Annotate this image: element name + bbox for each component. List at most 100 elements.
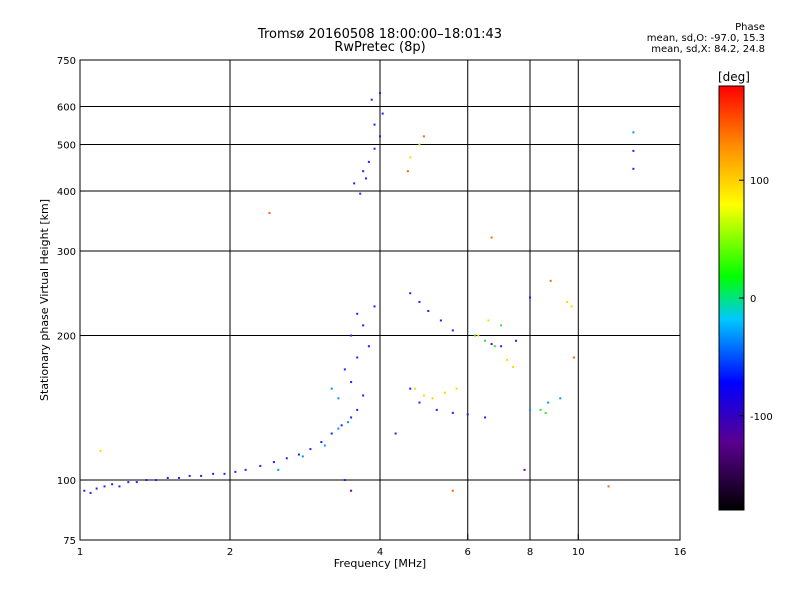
data-point <box>451 329 454 332</box>
data-point <box>89 491 92 494</box>
data-point <box>473 334 476 337</box>
data-point <box>455 387 458 390</box>
data-point <box>418 143 421 146</box>
y-axis-ticks: 75 100 200 300 400 500 600 750 <box>57 56 86 547</box>
data-point <box>99 449 102 452</box>
data-point <box>487 319 490 322</box>
y-tick-label: 75 <box>63 536 76 547</box>
data-point <box>340 424 343 427</box>
data-point <box>435 408 438 411</box>
data-point <box>320 441 323 444</box>
data-point <box>443 391 446 394</box>
data-point <box>277 468 280 471</box>
data-point <box>523 468 526 471</box>
data-point <box>83 489 86 492</box>
data-point <box>346 421 349 424</box>
data-point <box>439 319 442 322</box>
data-point <box>370 98 373 101</box>
data-point <box>127 481 130 484</box>
data-point <box>166 476 169 479</box>
data-point <box>406 170 409 173</box>
data-point <box>451 489 454 492</box>
data-point <box>572 356 575 359</box>
data-point <box>365 177 368 180</box>
data-point <box>259 464 262 467</box>
data-point <box>512 365 515 368</box>
data-point <box>244 468 247 471</box>
data-point <box>135 481 138 484</box>
data-point <box>409 292 412 295</box>
data-point <box>500 324 503 327</box>
x-tick-label: 6 <box>465 547 471 558</box>
data-point <box>367 345 370 348</box>
data-point <box>323 444 326 447</box>
x-axis-ticks: 1 2 4 6 8 10 16 <box>77 534 687 558</box>
data-point <box>356 408 359 411</box>
data-point <box>422 135 425 138</box>
data-point <box>362 170 365 173</box>
data-point <box>506 358 509 361</box>
data-point <box>566 300 569 303</box>
data-point <box>309 448 312 451</box>
data-point <box>427 309 430 312</box>
data-point <box>381 112 384 115</box>
data-point <box>394 432 397 435</box>
data-point <box>418 401 421 404</box>
data-point <box>95 487 98 490</box>
data-point <box>409 156 412 159</box>
data-point <box>337 427 340 430</box>
data-point <box>493 345 496 348</box>
data-point <box>484 339 487 342</box>
x-tick-label: 2 <box>227 547 233 558</box>
data-point <box>490 236 493 239</box>
y-tick-label: 500 <box>57 141 76 152</box>
data-point <box>343 479 346 482</box>
colorbar-tick-label: -100 <box>750 412 773 423</box>
data-point <box>490 343 493 346</box>
data-point <box>529 296 531 299</box>
data-point <box>353 182 356 185</box>
phase-stats-title: Phase <box>735 22 765 33</box>
data-point <box>103 485 106 488</box>
x-tick-label: 4 <box>377 547 383 558</box>
colorbar-tick-label: 100 <box>750 176 769 187</box>
data-point <box>431 397 434 400</box>
y-tick-label: 600 <box>57 103 76 114</box>
data-point <box>356 312 359 315</box>
data-point <box>484 416 487 419</box>
x-tick-label: 10 <box>572 547 585 558</box>
data-point <box>356 356 359 359</box>
data-point <box>367 160 370 163</box>
data-point <box>539 408 542 411</box>
data-point <box>268 212 271 215</box>
data-point <box>466 413 469 416</box>
data-point <box>343 368 346 371</box>
x-axis-label: Frequency [MHz] <box>334 557 426 570</box>
data-point <box>632 131 635 134</box>
data-point <box>272 461 275 464</box>
data-point <box>500 345 503 348</box>
colorbar-label: [deg] <box>718 70 750 84</box>
data-point <box>350 334 353 337</box>
data-point <box>373 147 376 150</box>
data-point <box>154 479 157 482</box>
x-tick-label: 1 <box>77 547 83 558</box>
data-point <box>570 305 573 308</box>
y-axis-label: Stationary phase Virtual Height [km] <box>38 199 51 401</box>
x-tick-label: 16 <box>674 547 687 558</box>
data-point <box>350 381 353 384</box>
data-point <box>529 408 531 411</box>
y-tick-label: 300 <box>57 247 76 258</box>
data-point <box>359 192 362 195</box>
data-point <box>418 300 421 303</box>
data-point <box>549 279 552 282</box>
data-point <box>362 394 365 397</box>
data-point <box>212 472 215 475</box>
chart-title: Tromsø 20160508 18:00:00–18:01:43 <box>257 27 503 42</box>
data-points <box>83 92 635 494</box>
grid-lines <box>80 60 680 540</box>
chart-subtitle: RwPretec (8p) <box>334 40 426 55</box>
data-point <box>297 453 300 456</box>
